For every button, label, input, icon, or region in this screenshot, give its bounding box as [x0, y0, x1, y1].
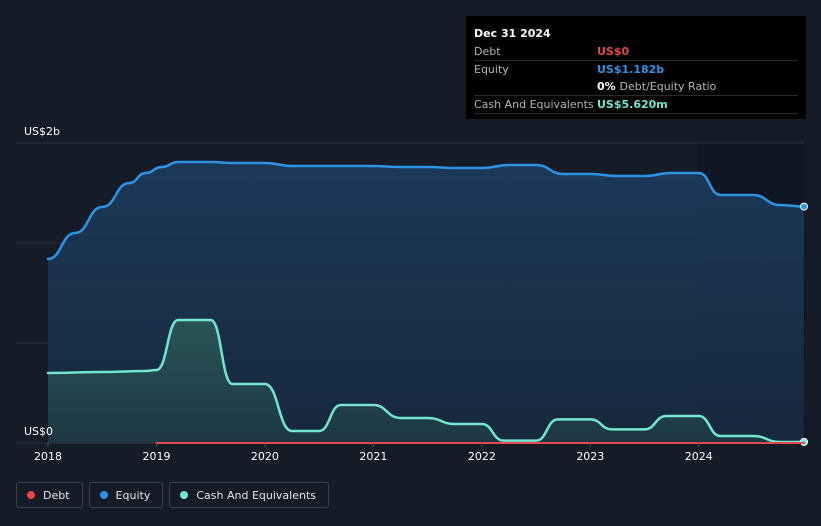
- tooltip-date: Dec 31 2024: [474, 27, 551, 40]
- x-tick-label: 2018: [34, 450, 62, 463]
- legend-label: Cash And Equivalents: [196, 488, 316, 502]
- tooltip-ratio-value: 0%: [597, 80, 616, 93]
- equity-dot-icon: [99, 491, 108, 499]
- tooltip-panel: Dec 31 2024 Debt US$0 Equity US$1.182b 0…: [466, 16, 806, 119]
- tooltip-cash-value: US$5.620m: [597, 98, 668, 111]
- legend-label: Debt: [43, 488, 70, 502]
- y-axis-bottom-label: US$0: [24, 425, 54, 438]
- tooltip-label: Equity: [474, 63, 509, 76]
- x-tick-label: 2019: [142, 450, 170, 463]
- y-axis-top-label: US$2b: [24, 125, 61, 138]
- series-areas: [48, 162, 804, 443]
- series-lines: [46, 160, 808, 446]
- tooltip-label: Cash And Equivalents: [474, 98, 594, 111]
- cash-and-equivalents-line: [46, 318, 806, 444]
- tooltip-ratio-label: Debt/Equity Ratio: [619, 80, 717, 93]
- cash-and-equivalents-area: [48, 320, 804, 443]
- x-tick-label: 2020: [251, 450, 279, 463]
- legend-label: Equity: [115, 488, 151, 502]
- x-tick-label: 2023: [576, 450, 604, 463]
- equity-area: [48, 162, 804, 443]
- tooltip-equity-value: US$1.182b: [597, 63, 665, 76]
- cash-and-equivalents-end-point: [800, 437, 808, 446]
- equity-line: [46, 160, 806, 261]
- chart-legend: Debt Equity Cash And Equivalents: [16, 482, 329, 508]
- tooltip-row-debt: Debt US$0: [474, 43, 798, 61]
- tooltip-row-equity: Equity US$1.182b: [474, 61, 798, 78]
- tooltip-debt-value: US$0: [597, 45, 630, 58]
- x-tick-label: 2024: [685, 450, 713, 463]
- cash-dot-icon: [180, 491, 189, 499]
- tooltip-label: Debt: [474, 45, 501, 58]
- x-tick-label: 2021: [359, 450, 387, 463]
- equity-end-point: [800, 202, 808, 211]
- x-tick-label: 2022: [468, 450, 496, 463]
- tooltip-row-ratio: 0% Debt/Equity Ratio: [474, 78, 798, 96]
- tooltip-date-row: Dec 31 2024: [474, 24, 798, 43]
- tooltip-row-cash: Cash And Equivalents US$5.620m: [474, 96, 798, 114]
- legend-item-debt[interactable]: Debt: [16, 482, 83, 508]
- debt-dot-icon: [27, 491, 35, 499]
- legend-item-equity[interactable]: Equity: [88, 482, 164, 508]
- x-axis-ticks: 2018 2019 2020 2021 2022 2023 2024: [34, 443, 713, 463]
- legend-item-cash[interactable]: Cash And Equivalents: [169, 482, 329, 508]
- tooltip-ratio: 0% Debt/Equity Ratio: [597, 80, 716, 93]
